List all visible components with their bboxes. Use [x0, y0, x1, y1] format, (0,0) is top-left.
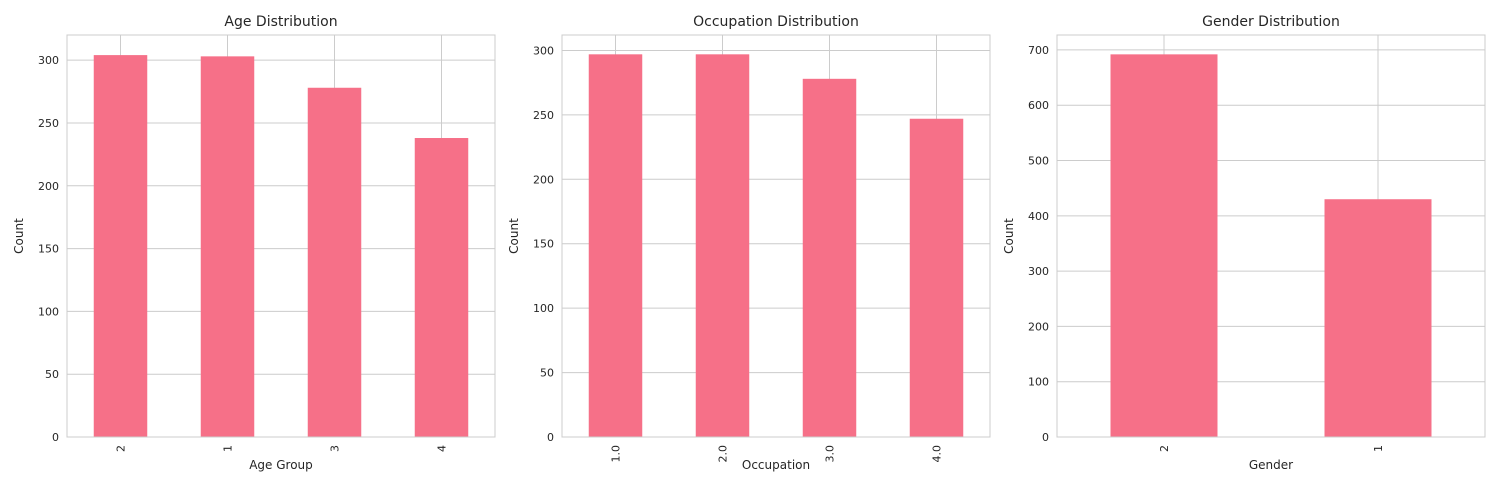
y-axis-label: Count	[12, 218, 26, 254]
y-tick-label: 150	[38, 243, 59, 256]
x-tick-label: 4.0	[931, 445, 944, 463]
y-axis-label: Count	[1002, 218, 1016, 254]
chart-title: Age Distribution	[224, 14, 337, 30]
y-tick-label: 100	[1028, 376, 1049, 389]
y-axis-label: Count	[507, 218, 521, 254]
x-tick-label: 1	[1372, 445, 1385, 452]
chart-panel-1: 0 50 100 150 200 250 300 2 1 3 4 Age Distribution Ag…	[12, 14, 496, 472]
y-tick-label: 100	[38, 305, 59, 318]
y-tick-label: 200	[38, 180, 59, 193]
y-tick-label: 200	[1028, 320, 1049, 333]
axes-frame	[561, 34, 991, 438]
x-tick-label: 2	[115, 445, 128, 452]
y-tick-label: 300	[38, 54, 59, 67]
bar-4.0	[909, 118, 964, 437]
bar-3	[307, 87, 362, 437]
x-axis-label: Occupation	[742, 458, 810, 472]
bar-2	[1110, 54, 1218, 437]
bar-4	[414, 138, 469, 437]
y-tick-label: 50	[540, 367, 554, 380]
bar-2	[93, 55, 148, 437]
y-tick-label: 500	[1028, 155, 1049, 168]
x-tick-label: 2.0	[717, 445, 730, 463]
y-tick-label: 250	[533, 109, 554, 122]
y-tick-label: 0	[547, 431, 554, 444]
y-tick-label: 100	[533, 302, 554, 315]
x-axis-label: Gender	[1249, 458, 1293, 472]
x-tick-label: 3.0	[824, 445, 837, 463]
x-tick-label: 3	[329, 445, 342, 452]
y-tick-label: 0	[1042, 431, 1049, 444]
axes-frame	[66, 34, 496, 438]
y-tick-label: 300	[1028, 265, 1049, 278]
x-axis-label: Age Group	[249, 458, 313, 472]
y-tick-label: 50	[45, 368, 59, 381]
bar-1.0	[588, 54, 643, 437]
y-tick-label: 600	[1028, 99, 1049, 112]
x-tick-label: 2	[1158, 445, 1171, 452]
y-tick-label: 250	[38, 117, 59, 130]
chart-panel-3: 0 100 200 300 400 500 600 700 2 1 Gender Distribut…	[1002, 14, 1486, 472]
chart-title: Gender Distribution	[1202, 14, 1340, 30]
y-tick-label: 150	[533, 238, 554, 251]
y-tick-label: 0	[52, 431, 59, 444]
y-tick-label: 700	[1028, 44, 1049, 57]
x-tick-label: 1	[222, 445, 235, 452]
bar-1	[1324, 199, 1432, 437]
y-tick-label: 400	[1028, 210, 1049, 223]
axes-frame	[1056, 34, 1486, 438]
bar-2.0	[695, 54, 750, 437]
chart-panel-2: 0 50 100 150 200 250 300 1.0 2.0 3.0 4.0 Occupation…	[507, 14, 991, 472]
y-tick-label: 200	[533, 173, 554, 186]
bar-1	[200, 56, 255, 437]
bar-3.0	[802, 78, 857, 438]
x-tick-label: 4	[436, 445, 449, 452]
x-tick-label: 1.0	[610, 445, 623, 463]
chart-title: Occupation Distribution	[693, 14, 859, 30]
y-tick-label: 300	[533, 44, 554, 57]
